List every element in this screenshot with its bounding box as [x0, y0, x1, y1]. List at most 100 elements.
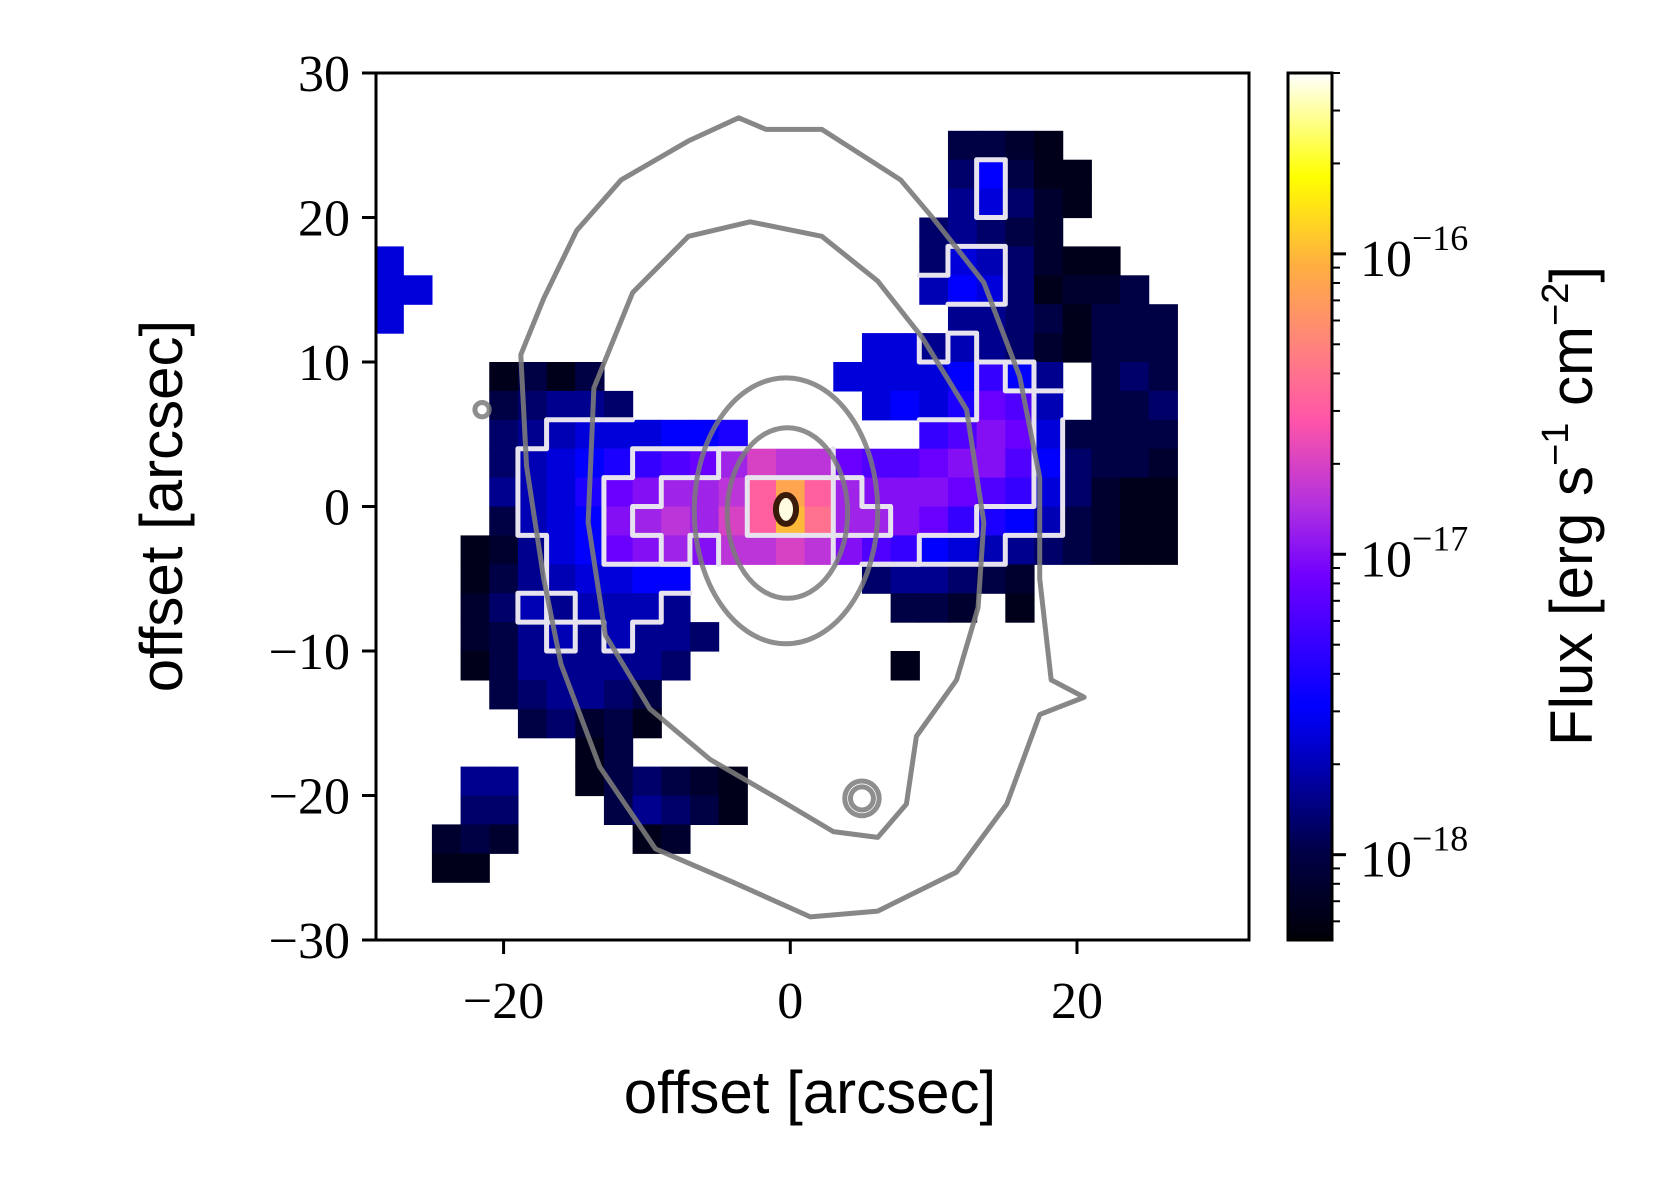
heatmap-pixel: [1119, 506, 1150, 536]
heatmap-pixel: [546, 362, 576, 392]
colorbar: [1286, 71, 1334, 942]
nucleus-contour: [772, 491, 800, 527]
y-axis: 30 20 10 0 −10 −20 −30: [269, 46, 376, 970]
colorbar-label-exp2: −2: [1535, 283, 1577, 326]
heatmap-pixel: [976, 246, 1006, 276]
colorbar-tick-label: 10−17: [1360, 518, 1468, 588]
heatmap-pixel: [689, 622, 720, 652]
heatmap-pixel: [976, 390, 1006, 421]
heatmap-pixel: [661, 535, 691, 565]
heatmap-pixel: [1005, 506, 1035, 536]
heatmap-pixel: [603, 679, 634, 710]
heatmap-pixel: [1119, 333, 1150, 363]
heatmap-pixel: [661, 824, 691, 854]
heatmap-pixel: [403, 275, 433, 305]
heatmap-pixel: [546, 564, 576, 594]
y-tick-label: −20: [269, 769, 350, 826]
heatmap-pixel: [890, 362, 920, 392]
heatmap-pixel: [632, 593, 662, 623]
heatmap-pixel: [632, 622, 662, 652]
heatmap-pixel: [661, 795, 691, 825]
x-tick-label: 20: [1051, 973, 1103, 1030]
colorbar-tick-exponent: −18: [1412, 819, 1468, 859]
heatmap-pixel: [1148, 448, 1178, 479]
colorbar-tick-exponent: −17: [1412, 518, 1468, 558]
heatmap-pixel: [460, 651, 490, 681]
y-tick-label: 0: [324, 480, 350, 537]
flux-contour-line: [744, 475, 836, 538]
heatmap-pixel: [1033, 246, 1064, 276]
colorbar-tick-base: 10: [1360, 531, 1412, 588]
colorbar-tick-exponent: −16: [1412, 218, 1468, 258]
heatmap-pixel: [1062, 275, 1092, 305]
heatmap-pixel: [489, 795, 519, 825]
colorbar-label-mid: cm: [1538, 326, 1605, 423]
heatmap-pixel: [1062, 477, 1092, 508]
heatmap-pixel: [1062, 304, 1092, 334]
x-tick-label: −20: [463, 973, 544, 1030]
heatmap-pixel: [1119, 535, 1150, 565]
heatmap-pixel: [1091, 390, 1121, 421]
heatmap-pixel: [947, 564, 978, 594]
colorbar-label-main: Flux [erg s: [1538, 466, 1605, 746]
heatmap-pixel: [1033, 419, 1064, 450]
heatmap-pixel: [1091, 333, 1121, 363]
heatmap-pixel: [919, 448, 949, 479]
heatmap-pixel: [546, 477, 576, 508]
heatmap-pixel: [1062, 159, 1092, 190]
heatmap-pixel: [861, 333, 892, 363]
heatmap-pixel: [747, 448, 777, 479]
heatmap-pixel: [661, 419, 691, 450]
y-tick-label: 20: [298, 191, 350, 248]
heatmap-pixel: [1091, 506, 1121, 536]
heatmap-pixel: [460, 622, 490, 652]
heatmap-pixel: [919, 390, 949, 421]
heatmap-pixel: [489, 824, 519, 854]
heatmap-pixel: [1119, 362, 1150, 392]
heatmap-pixel: [689, 795, 720, 825]
heatmap-pixel: [431, 853, 462, 883]
heatmap-pixel: [1005, 535, 1035, 565]
heatmap-pixel: [546, 535, 576, 565]
heatmap-pixel: [1033, 304, 1064, 334]
heatmap-pixel: [460, 853, 490, 883]
heatmap-pixel: [1091, 419, 1121, 450]
colorbar-tick-label: 10−16: [1360, 218, 1468, 288]
heatmap-pixel: [1119, 419, 1150, 450]
heatmap-pixel: [1005, 130, 1035, 161]
heatmap-pixel: [1005, 304, 1035, 334]
heatmap-pixel: [861, 390, 892, 421]
colorbar-tick-base: 10: [1360, 231, 1412, 288]
heatmap-pixel: [976, 362, 1006, 392]
heatmap-pixel: [1091, 448, 1121, 479]
heatmap-pixel: [1119, 448, 1150, 479]
heatmap-pixel: [632, 419, 662, 450]
heatmap-pixel: [1005, 564, 1035, 594]
heatmap-pixel: [661, 766, 691, 797]
heatmap-pixel: [919, 593, 949, 623]
heatmap-pixel: [489, 766, 519, 797]
heatmap-pixel: [460, 535, 490, 565]
heatmap-pixel: [575, 766, 605, 797]
y-tick-label: 10: [298, 335, 350, 392]
heatmap-pixel: [632, 448, 662, 479]
heatmap-pixel: [376, 275, 404, 305]
heatmap-pixel: [632, 477, 662, 508]
heatmap-pixel: [1005, 390, 1035, 421]
heatmap-pixel: [947, 593, 978, 623]
heatmap-pixel: [603, 708, 634, 739]
heatmap-pixel: [603, 506, 634, 536]
heatmap-pixel: [1091, 246, 1121, 276]
heatmap-pixel: [632, 564, 662, 594]
colorbar-tick-base: 10: [1360, 832, 1412, 889]
colorbar-label-end: ]: [1538, 266, 1605, 283]
heatmap-pixel: [603, 593, 634, 623]
heatmap-pixel: [947, 477, 978, 508]
y-tick-label: 30: [298, 46, 350, 103]
heatmap-pixel: [460, 564, 490, 594]
heatmap-pixel: [718, 795, 748, 825]
heatmap-pixel: [632, 766, 662, 797]
heatmap-pixel: [1033, 362, 1064, 392]
heatmap-pixel: [1005, 159, 1035, 190]
heatmap-pixel: [919, 535, 949, 565]
